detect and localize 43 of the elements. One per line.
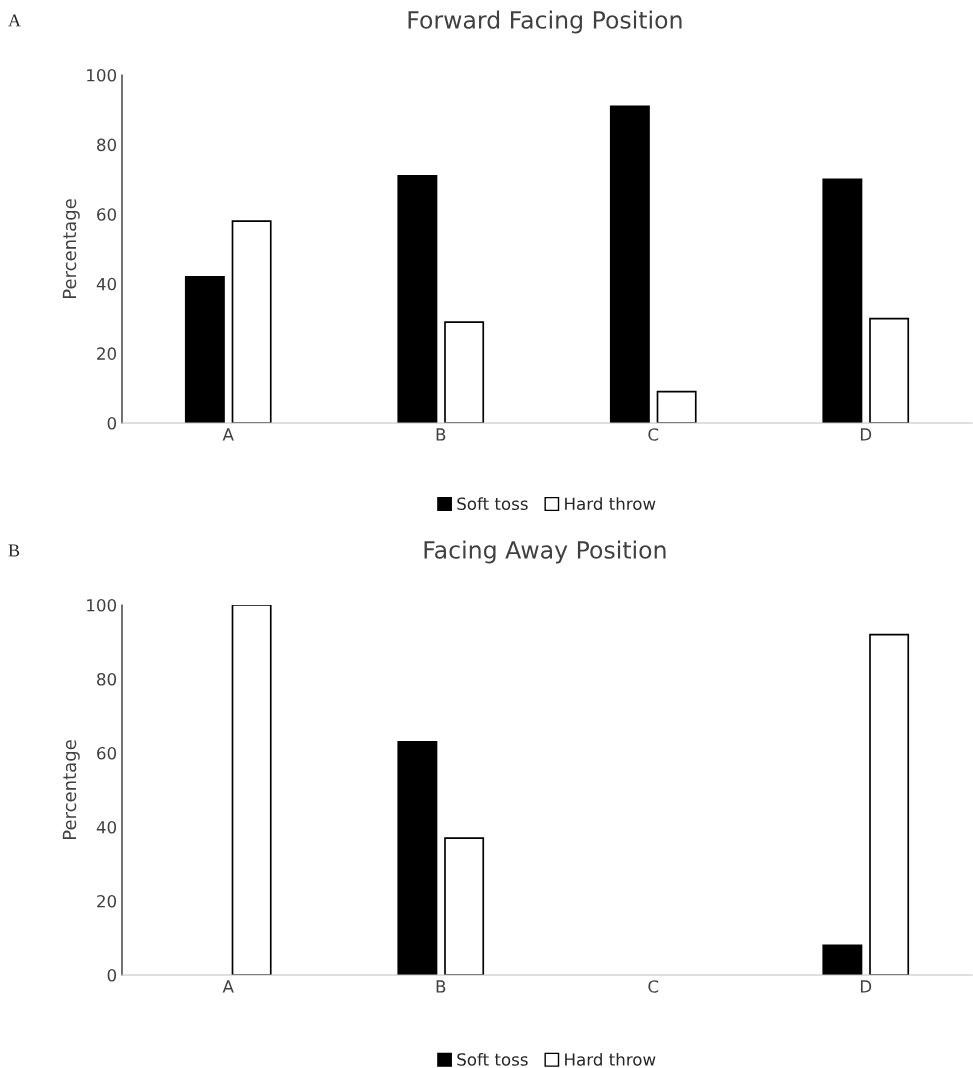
text: B [8, 544, 20, 557]
x-tick-label: C [648, 980, 659, 993]
x-tick-label: B [436, 428, 446, 441]
y-axis-title: Percentage [62, 199, 80, 299]
legend-label: Hard throw [565, 1052, 656, 1066]
y-tick-label: 100 [87, 598, 117, 612]
y-tick-label: 40 [96, 277, 117, 291]
bar [444, 321, 485, 423]
bar [822, 944, 863, 975]
bar [444, 837, 485, 975]
x-tick-label: D [860, 428, 872, 441]
legend-label: Soft toss [457, 497, 528, 511]
y-tick-label: 80 [97, 138, 117, 152]
y-tick-label: 40 [96, 820, 117, 834]
y-tick-label: 80 [97, 672, 117, 686]
y-tick-label: 100 [87, 68, 117, 82]
bar [869, 317, 910, 423]
bar [397, 175, 438, 423]
y-tick-label: 20 [97, 347, 117, 360]
bar [397, 741, 438, 975]
x-tick-label: A [222, 980, 234, 993]
legend-label: Hard throw [565, 497, 656, 511]
y-tick-label: 60 [97, 746, 117, 760]
y-tick-label: 0 [107, 416, 117, 430]
x-tick-label: B [436, 980, 446, 993]
text: A [8, 14, 21, 27]
bar [822, 178, 863, 423]
x-tick-label: D [860, 980, 872, 993]
bar [656, 390, 697, 423]
y-axis-title: Percentage [62, 740, 80, 840]
bar [609, 105, 650, 423]
chart-title: Forward Facing Position [408, 10, 682, 34]
y-tick-label: 0 [107, 968, 117, 982]
bar [869, 633, 910, 975]
x-tick-label: C [648, 428, 659, 441]
y-tick-label: 60 [97, 208, 117, 221]
legend-label: Soft toss [457, 1052, 528, 1066]
chart-title: Facing Away Position [424, 540, 666, 564]
x-tick-label: A [222, 428, 234, 441]
bar [184, 276, 225, 423]
bar [231, 605, 272, 975]
y-tick-label: 20 [97, 894, 117, 908]
bar [231, 220, 272, 423]
